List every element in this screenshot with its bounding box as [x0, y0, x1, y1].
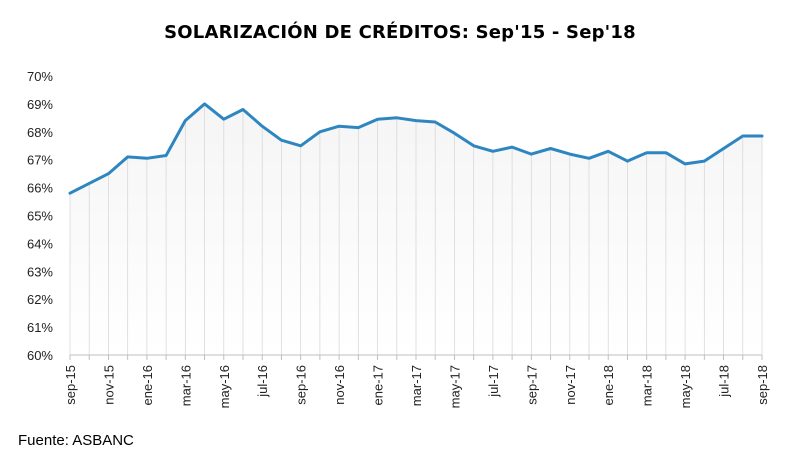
y-axis-ticks: 60% 61% 62% 63% 64% 65% 66% 67% 68% 69% 70% [27, 69, 53, 363]
x-tick-label: nov-16 [332, 365, 347, 405]
x-tick-label: may-18 [678, 365, 693, 408]
x-tick-label: jul-17 [486, 365, 501, 398]
y-tick-label: 68% [27, 125, 53, 140]
x-tick-label: may-16 [217, 365, 232, 408]
y-tick-label: 62% [27, 292, 53, 307]
x-tick-label: sep-17 [524, 365, 539, 405]
y-tick-label: 64% [27, 236, 53, 251]
x-tick-label: sep-16 [294, 365, 309, 405]
y-tick-label: 60% [27, 348, 53, 363]
y-tick-label: 69% [27, 97, 53, 112]
series-line-layer [68, 102, 764, 195]
drop-lines [69, 103, 763, 355]
x-tick-label: sep-15 [63, 365, 78, 405]
x-tick-label: mar-16 [178, 365, 193, 406]
y-tick-label: 63% [27, 264, 53, 279]
x-axis-ticks: sep-15 nov-15 ene-16 mar-16 may-16 jul-16 sep-… [63, 365, 770, 408]
x-tick-label: may-17 [447, 365, 462, 408]
series-line [68, 102, 764, 195]
x-tick-label: ene-16 [140, 365, 155, 405]
x-tick-label: nov-15 [101, 365, 116, 405]
axes [69, 354, 763, 360]
y-tick-label: 67% [27, 153, 53, 168]
x-tick-label: ene-18 [601, 365, 616, 405]
chart-title: SOLARIZACIÓN DE CRÉDITOS: Sep'15 - Sep'1… [164, 22, 636, 43]
x-tick-label: mar-17 [409, 365, 424, 406]
y-tick-label: 65% [27, 209, 53, 224]
x-tick-label: sep-18 [755, 365, 770, 405]
y-tick-label: 61% [27, 320, 53, 335]
x-tick-label: ene-17 [371, 365, 386, 405]
source-note: Fuente: ASBANC [18, 432, 134, 449]
y-tick-label: 66% [27, 181, 53, 196]
y-tick-label: 70% [27, 69, 53, 84]
x-tick-label: mar-18 [640, 365, 655, 406]
x-tick-label: jul-16 [255, 365, 270, 398]
x-tick-label: nov-17 [563, 365, 578, 405]
x-tick-label: jul-18 [717, 365, 732, 398]
